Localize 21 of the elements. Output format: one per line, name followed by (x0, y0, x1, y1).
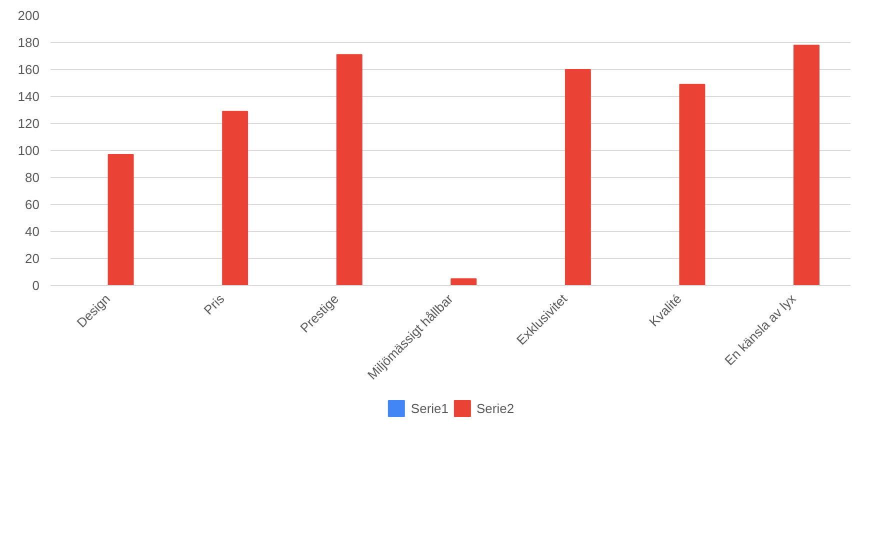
bar (336, 54, 362, 286)
y-tick-label: 160 (18, 62, 40, 77)
y-tick-label: 140 (18, 89, 40, 104)
y-tick-label: 0 (32, 278, 40, 293)
bar (222, 110, 248, 286)
bar (794, 44, 820, 286)
y-tick-label: 200 (18, 8, 40, 23)
bar (679, 84, 706, 286)
x-tick-label: Pris (200, 290, 228, 318)
bar (108, 154, 134, 286)
bar (564, 69, 591, 286)
y-tick-label: 20 (25, 251, 40, 266)
bar (450, 278, 477, 286)
y-tick-label: 80 (25, 170, 40, 185)
y-tick-label: 40 (25, 224, 40, 239)
legend-label: Serie2 (476, 400, 514, 416)
y-tick-label: 120 (18, 116, 40, 131)
legend-label: Serie1 (410, 400, 448, 416)
y-tick-label: 100 (18, 143, 40, 158)
y-tick-label: 180 (18, 35, 40, 50)
y-tick-label: 60 (25, 197, 40, 212)
